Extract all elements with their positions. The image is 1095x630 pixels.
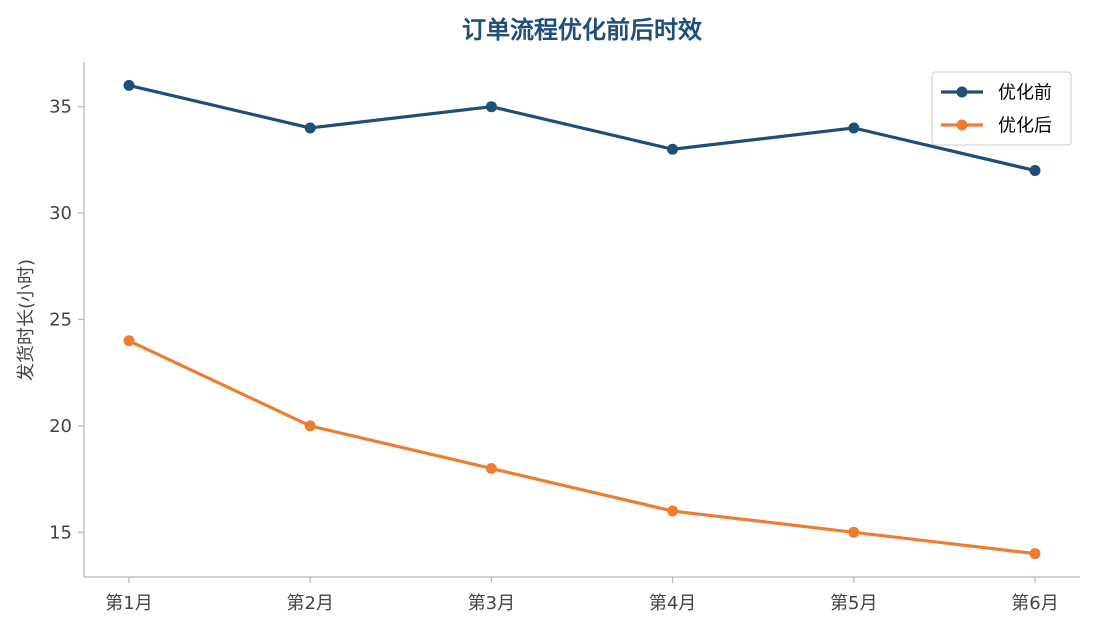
x-tick-label: 第5月 — [830, 593, 877, 614]
data-point[interactable] — [667, 143, 679, 155]
data-point[interactable] — [848, 122, 860, 134]
legend-label: 优化前 — [998, 83, 1052, 104]
chart-title: 订单流程优化前后时效 — [462, 16, 702, 44]
x-tick-label: 第6月 — [1011, 593, 1058, 614]
x-tick-label: 第3月 — [468, 593, 515, 614]
series-layer — [123, 79, 1041, 560]
y-tick-label: 30 — [49, 203, 72, 224]
y-ticks: 15 20 25 30 35 — [49, 97, 84, 543]
y-tick-label: 15 — [49, 522, 72, 543]
y-axis-label: 发货时长(小时) — [16, 259, 37, 381]
data-point[interactable] — [667, 505, 679, 517]
data-point[interactable] — [485, 462, 497, 474]
axes — [83, 62, 1080, 578]
legend-swatch-marker — [956, 119, 968, 131]
data-point[interactable] — [485, 101, 497, 113]
x-tick-label: 第1月 — [105, 593, 152, 614]
data-point[interactable] — [1029, 548, 1041, 560]
data-point[interactable] — [123, 79, 135, 91]
legend-label: 优化后 — [998, 116, 1052, 137]
x-ticks: 第1月 第2月 第3月 第4月 第5月 第6月 — [105, 577, 1059, 614]
data-point[interactable] — [123, 335, 135, 347]
y-tick-label: 35 — [49, 97, 72, 118]
data-point[interactable] — [304, 420, 316, 432]
series-line-1 — [127, 83, 1037, 173]
legend-swatch-marker — [956, 86, 968, 98]
x-tick-label: 第2月 — [286, 593, 333, 614]
data-point[interactable] — [1029, 165, 1041, 177]
x-tick-label: 第4月 — [649, 593, 696, 614]
y-tick-label: 20 — [49, 416, 72, 437]
series-line-2 — [127, 339, 1037, 556]
y-tick-label: 25 — [49, 310, 72, 331]
data-point[interactable] — [304, 122, 316, 134]
data-point[interactable] — [848, 526, 860, 538]
